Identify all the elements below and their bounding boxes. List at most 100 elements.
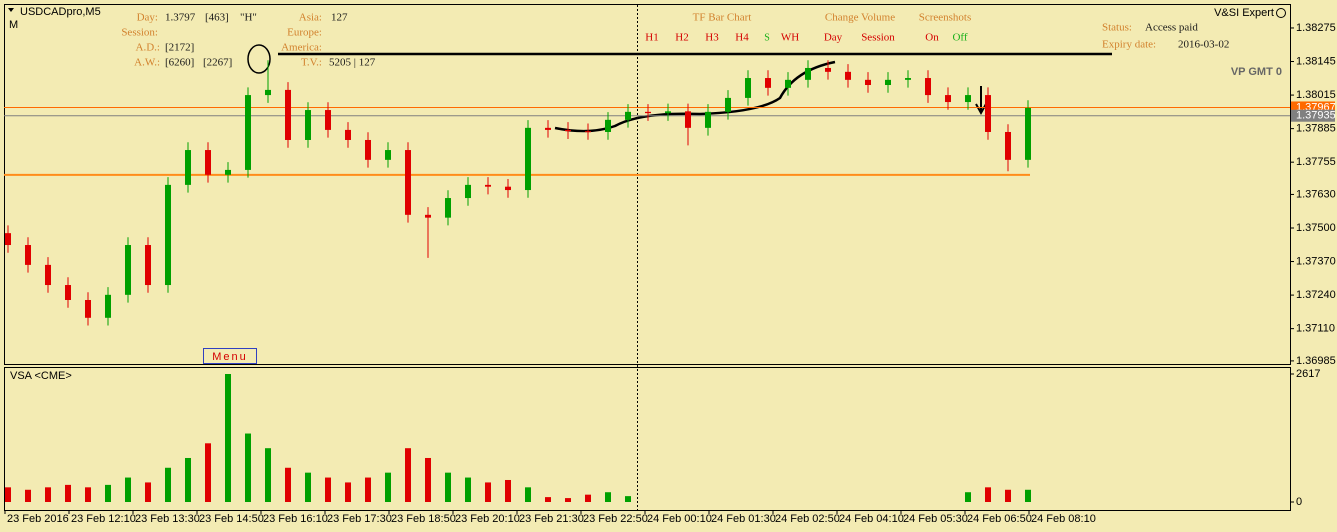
- candle-body: [605, 119, 611, 132]
- value: "H": [240, 12, 257, 24]
- value: [6260]: [165, 57, 194, 69]
- candle-body: [965, 95, 971, 103]
- label: T.V.:: [301, 57, 322, 69]
- volume-bar: [365, 477, 371, 502]
- volume-bar: [85, 487, 91, 502]
- volume-button[interactable]: Day: [824, 32, 843, 44]
- value: 1.3797: [165, 12, 196, 24]
- volume-bar: [445, 472, 451, 502]
- candle-body: [45, 264, 51, 286]
- candle-body: [825, 67, 831, 72]
- volume-bar: [605, 492, 611, 502]
- candle-body: [625, 111, 631, 120]
- expert-status: Status: Access paid Expiry date: 2016-03…: [1102, 22, 1229, 51]
- label: A.D.:: [136, 42, 160, 54]
- label: A.W.:: [134, 57, 160, 69]
- volume-bar: [305, 472, 311, 502]
- candle-body: [945, 95, 951, 103]
- value: [2172]: [165, 42, 194, 54]
- candle-body: [925, 78, 931, 96]
- candle-body: [505, 186, 511, 191]
- candle-body: [585, 131, 591, 133]
- value: [463]: [205, 12, 229, 24]
- candle-body: [1025, 107, 1031, 160]
- volume-bar: [385, 472, 391, 502]
- x-tick-label: 24 Feb 05:30: [903, 513, 968, 525]
- candle-body: [145, 245, 151, 286]
- volume-bar: [125, 477, 131, 502]
- y-tick-label: 1.37240: [1296, 289, 1336, 301]
- label: Europe:: [287, 27, 322, 39]
- y-tick-label: 1.38015: [1296, 89, 1336, 101]
- x-tick-label: 24 Feb 06:50: [967, 513, 1032, 525]
- volume-bar: [45, 487, 51, 502]
- label: America:: [281, 42, 322, 54]
- x-tick-label: 23 Feb 18:50: [391, 513, 456, 525]
- value: 5205 | 127: [329, 57, 376, 69]
- value: [2267]: [203, 57, 232, 69]
- candle-body: [685, 111, 691, 128]
- tf-button[interactable]: WH: [781, 32, 799, 44]
- volume-bar: [145, 482, 151, 502]
- tf-button[interactable]: H1: [645, 32, 658, 44]
- candle-body: [325, 110, 331, 130]
- volume-button[interactable]: Session: [861, 32, 895, 44]
- candle-body: [165, 184, 171, 286]
- volume-bar: [205, 443, 211, 502]
- volume-bar: [5, 487, 11, 502]
- volume-bar: [965, 492, 971, 502]
- x-tick-label: 24 Feb 00:10: [647, 513, 712, 525]
- volume-bar: [585, 494, 591, 502]
- y-tick-label: 1.37630: [1296, 188, 1336, 200]
- dropdown-arrow[interactable]: [8, 8, 14, 12]
- candle-body: [305, 110, 311, 140]
- candle-body: [665, 111, 671, 114]
- candle-body: [545, 127, 551, 130]
- x-tick-label: 24 Feb 08:10: [1031, 513, 1096, 525]
- volume-bar: [25, 489, 31, 502]
- expert-name: V&SI Expert: [1214, 7, 1274, 19]
- price-pane: [4, 4, 1291, 365]
- drawn-circle: [247, 44, 271, 74]
- volume-bar: [1005, 489, 1011, 502]
- y-tick-label: 1.38145: [1296, 55, 1336, 67]
- x-tick-label: 23 Feb 17:30: [327, 513, 392, 525]
- candle-body: [785, 79, 791, 88]
- tf-button[interactable]: H4: [735, 32, 749, 44]
- expert-icon: [1276, 8, 1286, 18]
- volume-bar: [285, 467, 291, 502]
- shots-off[interactable]: Off: [952, 32, 967, 44]
- value: Access paid: [1145, 22, 1198, 34]
- volume-bar: [985, 487, 991, 502]
- volume-bar: [485, 482, 491, 502]
- shots-on[interactable]: On: [925, 32, 939, 44]
- volume-bar: [545, 497, 551, 502]
- candle-body: [225, 169, 231, 175]
- volume-bar: [345, 482, 351, 502]
- y-tick-label: 1.38275: [1296, 22, 1336, 34]
- volume-title: VSA <CME>: [10, 370, 72, 382]
- tf-button[interactable]: S: [764, 32, 770, 43]
- candle-body: [125, 245, 131, 295]
- x-tick-label: 24 Feb 01:30: [711, 513, 776, 525]
- candle-body: [65, 285, 71, 300]
- info-panel: Day: 1.3797 [463] "H" Session: A.D.: [21…: [121, 12, 375, 69]
- x-tick-label: 23 Feb 21:30: [519, 513, 584, 525]
- candle-body: [345, 129, 351, 140]
- volume-bar: [165, 467, 171, 502]
- x-tick-label: 23 Feb 22:50: [583, 513, 648, 525]
- y-tick-label: 1.37370: [1296, 255, 1336, 267]
- symbol-title: USDCADpro,M5: [20, 6, 101, 18]
- menu-label[interactable]: Menu: [212, 351, 248, 363]
- volume-bar: [505, 479, 511, 502]
- menu-button[interactable]: [203, 348, 257, 364]
- candle-body: [885, 79, 891, 86]
- y-tick-label: 1.37110: [1296, 323, 1335, 335]
- vp-label: VP GMT 0: [1231, 66, 1282, 78]
- tf-button[interactable]: H2: [675, 32, 688, 44]
- toolbar: TF Bar Chart H1 H2 H3 H4 S WH Change Vol…: [645, 12, 971, 44]
- timeframe: M: [9, 19, 18, 31]
- candle-body: [405, 150, 411, 215]
- tf-button[interactable]: H3: [705, 32, 719, 44]
